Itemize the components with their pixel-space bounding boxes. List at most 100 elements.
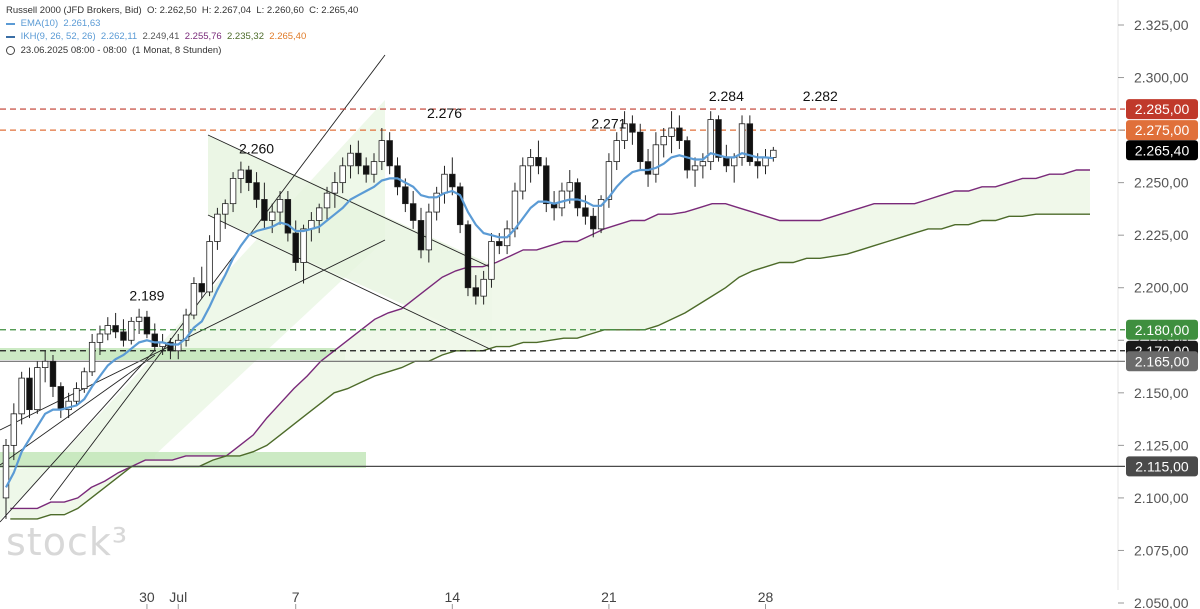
peak-label-5: 2.282 bbox=[803, 88, 838, 104]
y-tick-label-7: 2.150,00 bbox=[1134, 385, 1189, 401]
candle-body-51 bbox=[402, 186, 409, 205]
price-tag-text-1: 2.275,00 bbox=[1135, 122, 1190, 138]
candle-body-29 bbox=[229, 178, 237, 205]
candle-body-37 bbox=[292, 232, 299, 263]
ikh-value-2: 2.249,41 bbox=[142, 31, 180, 43]
candle-body-34 bbox=[269, 211, 276, 221]
candle-body-3 bbox=[26, 377, 33, 411]
candle-body-6 bbox=[49, 360, 57, 387]
candle-body-10 bbox=[81, 371, 88, 390]
price-tag-text-2: 2.265,40 bbox=[1135, 142, 1190, 158]
ikh-value-4: 2.235,32 bbox=[227, 31, 264, 43]
candle-body-41 bbox=[323, 192, 331, 209]
candle-body-82 bbox=[644, 161, 652, 175]
candle-body-12 bbox=[96, 333, 104, 343]
candle-body-24 bbox=[190, 283, 198, 316]
x-tick-label-0: 30 bbox=[139, 589, 155, 605]
y-tick-label-11: 2.050,00 bbox=[1134, 595, 1189, 609]
trend-line-5 bbox=[0, 239, 386, 431]
price-tag-3: 2.180,00 bbox=[1126, 319, 1198, 340]
price-tag-text-3: 2.180,00 bbox=[1135, 322, 1190, 338]
candle-body-61 bbox=[480, 278, 487, 297]
y-tick-label-9: 2.100,00 bbox=[1134, 490, 1189, 506]
ema-swatch-icon bbox=[6, 22, 15, 25]
peak-label-0: 2.189 bbox=[129, 288, 164, 304]
trend-line-0 bbox=[0, 349, 156, 523]
peak-label-4: 2.284 bbox=[709, 88, 744, 104]
candle-body-9 bbox=[73, 388, 80, 402]
candle-body-30 bbox=[237, 169, 245, 179]
candle-body-26 bbox=[206, 241, 213, 293]
candle-body-4 bbox=[34, 367, 41, 411]
candle-body-55 bbox=[433, 192, 440, 213]
candle-body-18 bbox=[143, 316, 151, 335]
candle-body-98 bbox=[770, 149, 777, 158]
price-tag-bg-1 bbox=[1126, 120, 1198, 141]
x-axis: 30 Jul 7 14 21 28 bbox=[139, 589, 774, 609]
candle-body-43 bbox=[339, 165, 346, 184]
clock-icon bbox=[6, 45, 15, 55]
ema-value: 2.261,63 bbox=[63, 18, 101, 30]
candle-body-57 bbox=[449, 173, 456, 188]
candle-body-85 bbox=[668, 127, 675, 137]
candle-body-44 bbox=[347, 152, 354, 167]
candle-body-14 bbox=[112, 325, 119, 333]
peak-label-3: 2.271 bbox=[591, 115, 626, 131]
price-tag-6: 2.115,00 bbox=[1126, 456, 1198, 477]
zone-channel-down bbox=[208, 135, 492, 345]
cloud-fill bbox=[10, 170, 1090, 519]
candle-body-83 bbox=[652, 144, 660, 175]
price-tag-text-6: 2.115,00 bbox=[1135, 458, 1189, 474]
candle-body-72 bbox=[566, 182, 573, 192]
candle-body-42 bbox=[331, 182, 339, 194]
ikh-swatch-icon bbox=[6, 35, 15, 38]
ikh-label: IKH(9, 26, 52, 26) bbox=[20, 31, 96, 43]
price-labels: 2.285,002.275,002.265,402.180,002.170,00… bbox=[1126, 99, 1198, 477]
candle-body-32 bbox=[253, 182, 260, 200]
ema-polyline bbox=[5, 151, 774, 488]
legend-title-row: Russell 2000 (JFD Brokers, Bid) O: 2.262… bbox=[6, 4, 358, 17]
x-tick-label-2: 7 bbox=[292, 589, 300, 605]
price-tag-5: 2.165,00 bbox=[1126, 351, 1198, 372]
candle-body-50 bbox=[394, 165, 401, 188]
candle-body-78 bbox=[613, 140, 620, 163]
candle-body-7 bbox=[57, 386, 65, 411]
y-tick-label-10: 2.075,00 bbox=[1134, 542, 1189, 558]
candle-body-62 bbox=[488, 241, 495, 280]
timeframe-note: (1 Monat, 8 Stunden) bbox=[132, 44, 222, 56]
candle-body-90 bbox=[707, 119, 714, 163]
candle-body-66 bbox=[519, 165, 526, 192]
candle-body-92 bbox=[723, 157, 730, 167]
support-zone-upper bbox=[0, 348, 345, 360]
price-tag-1: 2.275,00 bbox=[1126, 120, 1198, 141]
candle-body-68 bbox=[535, 157, 542, 167]
candle-body-76 bbox=[597, 199, 605, 230]
ikh-value-1: 2.262,11 bbox=[100, 31, 138, 43]
candle-body-54 bbox=[425, 211, 433, 251]
candle-body-63 bbox=[496, 241, 503, 247]
candle-body-84 bbox=[660, 135, 667, 146]
candle-body-46 bbox=[362, 165, 370, 175]
candle-body-38 bbox=[300, 228, 307, 263]
candle-body-67 bbox=[527, 157, 534, 167]
legend-ikh-row[interactable]: IKH(9, 26, 52, 26) 2.262,11 2.249,41 2.2… bbox=[6, 30, 358, 43]
candle-body-95 bbox=[746, 123, 754, 163]
candle-body-16 bbox=[128, 320, 135, 341]
x-tick-label-4: 21 bbox=[601, 589, 617, 605]
candles bbox=[2, 111, 777, 519]
candle-body-69 bbox=[543, 165, 550, 205]
candle-body-17 bbox=[135, 316, 143, 322]
candle-body-73 bbox=[574, 182, 581, 209]
peak-label-1: 2.260 bbox=[239, 141, 274, 157]
candle-body-74 bbox=[582, 207, 589, 217]
candle-body-75 bbox=[590, 215, 597, 230]
candle-body-35 bbox=[276, 199, 284, 213]
legend-ema-row[interactable]: EMA(10) 2.261,63 bbox=[6, 17, 358, 30]
price-tag-0: 2.285,00 bbox=[1126, 99, 1198, 120]
chart-legend: Russell 2000 (JFD Brokers, Bid) O: 2.262… bbox=[6, 4, 358, 57]
y-tick-label-3: 2.250,00 bbox=[1134, 175, 1189, 191]
candle-body-58 bbox=[456, 186, 464, 226]
peak-annotations: 2.189 2.260 2.276 2.271 2.284 2.282 bbox=[129, 88, 838, 304]
candle-body-23 bbox=[182, 314, 190, 341]
